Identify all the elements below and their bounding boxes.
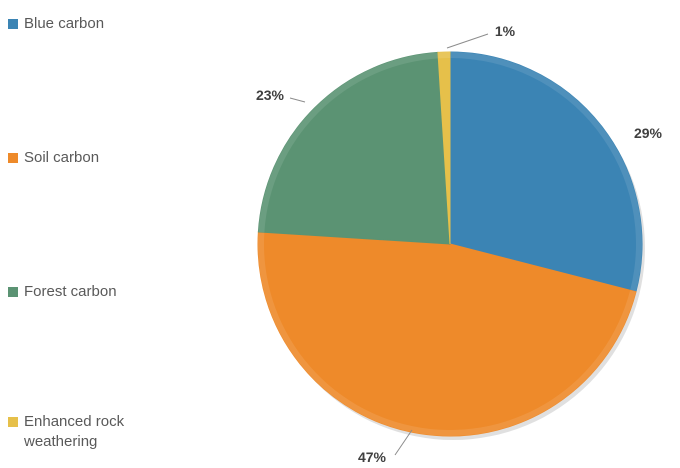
- leader-line-soil-carbon: [394, 429, 413, 456]
- pie-slice-enhanced-rock-weathering: [437, 51, 451, 245]
- legend-label-blue-carbon: Blue carbon: [24, 15, 105, 32]
- data-label-enhanced-rock-weathering: 1%: [495, 23, 516, 39]
- data-label-soil-carbon: 47%: [358, 449, 387, 465]
- data-label-forest-carbon: 23%: [256, 87, 285, 103]
- leader-line-forest-carbon: [289, 97, 306, 103]
- legend-item-blue-carbon: Blue carbon: [8, 14, 174, 34]
- legend-swatch-forest-carbon: [8, 287, 18, 297]
- data-label-blue-carbon: 29%: [634, 125, 663, 141]
- leader-line-enhanced-rock-weathering: [446, 33, 489, 49]
- legend-item-soil-carbon: Soil carbon: [8, 148, 174, 168]
- legend-label-enhanced-rock-weathering: Enhanced rock weathering: [24, 413, 125, 450]
- legend-item-enhanced-rock-weathering: Enhanced rock weathering: [8, 412, 164, 452]
- pie-slice-rim-enhanced-rock-weathering: [437, 52, 450, 59]
- pie-slice-forest-carbon: [257, 51, 451, 245]
- legend-label-soil-carbon: Soil carbon: [24, 149, 100, 166]
- chart-legend: Blue carbon Soil carbon Forest carbon En…: [0, 0, 200, 468]
- legend-label-forest-carbon: Forest carbon: [24, 283, 117, 300]
- pie-slice-blue-carbon: [449, 51, 643, 293]
- legend-swatch-enhanced-rock-weathering: [8, 417, 18, 427]
- legend-swatch-blue-carbon: [8, 19, 18, 29]
- legend-swatch-soil-carbon: [8, 153, 18, 163]
- legend-item-forest-carbon: Forest carbon: [8, 282, 174, 302]
- pie-slice-soil-carbon: [257, 231, 637, 437]
